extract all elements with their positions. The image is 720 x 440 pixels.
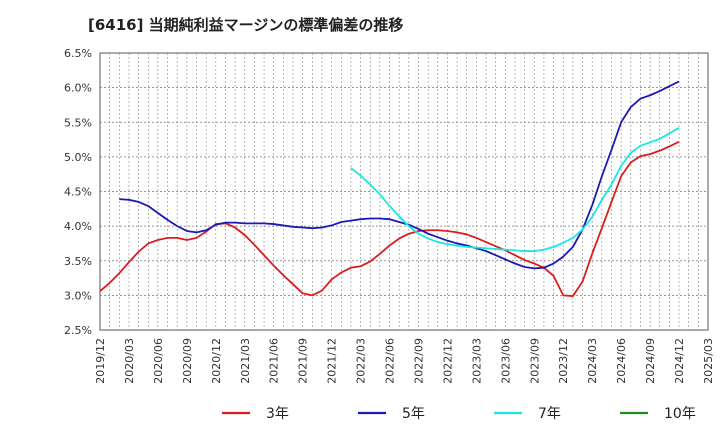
legend-label-4: 10年 (664, 406, 696, 422)
x-tick-label: 2021/09 (297, 338, 310, 384)
x-tick-label: 2022/06 (384, 338, 397, 384)
x-tick-label: 2021/12 (326, 338, 339, 384)
y-tick-label: 3.5% (64, 255, 92, 268)
x-tick-label: 2023/06 (499, 338, 512, 384)
x-tick-label: 2021/03 (239, 338, 252, 384)
x-tick-label: 2022/12 (441, 338, 454, 384)
x-tick-label: 2023/03 (470, 338, 483, 384)
y-tick-label: 5.0% (64, 151, 92, 164)
x-tick-label: 2025/03 (702, 338, 715, 384)
x-tick-label: 2024/06 (615, 338, 628, 384)
y-tick-label: 6.0% (64, 82, 92, 95)
chart-title: [6416] 当期純利益マージンの標準偏差の推移 (88, 16, 404, 34)
legend: 3年 5年 7年 10年 (222, 406, 696, 422)
series-line-1 (99, 140, 680, 297)
y-tick-label: 6.5% (64, 47, 92, 60)
series-line-3 (350, 127, 680, 252)
x-tick-label: 2022/09 (412, 338, 425, 384)
x-tick-label: 2020/06 (152, 338, 165, 384)
x-tick-label: 2024/12 (673, 338, 686, 384)
x-tick-label: 2020/12 (210, 338, 223, 384)
x-tick-label: 2023/12 (557, 338, 570, 384)
y-tick-label: 2.5% (64, 324, 92, 337)
grid-layer (99, 52, 709, 331)
legend-label-2: 5年 (402, 406, 425, 422)
y-tick-label: 4.0% (64, 220, 92, 233)
x-tick-label: 2024/09 (644, 338, 657, 384)
x-tick-label: 2020/09 (181, 338, 194, 384)
axis-layer: 6.5% 6.0% 5.5% 5.0% 4.5% 4.0% 3.5% 3.0% 2.5%2019… (64, 47, 715, 384)
x-tick-label: 2024/03 (586, 338, 599, 384)
x-tick-label: 2022/03 (355, 338, 368, 384)
x-tick-label: 2020/03 (123, 338, 136, 384)
series-line-2 (119, 80, 680, 270)
legend-label-3: 7年 (538, 406, 561, 422)
series-layer (99, 80, 680, 297)
y-tick-label: 5.5% (64, 116, 92, 129)
x-tick-label: 2019/12 (94, 338, 107, 384)
legend-label-1: 3年 (266, 406, 289, 422)
y-tick-label: 3.0% (64, 289, 92, 302)
y-tick-label: 4.5% (64, 186, 92, 199)
x-tick-label: 2021/06 (268, 338, 281, 384)
x-tick-label: 2023/09 (528, 338, 541, 384)
